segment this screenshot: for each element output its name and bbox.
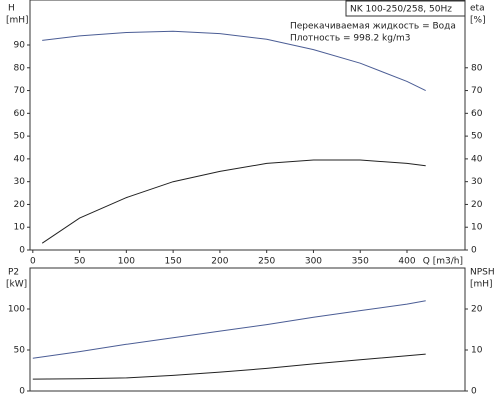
- x-tick-label: 0: [30, 257, 36, 267]
- info-box: [345, 0, 466, 17]
- x-tick-label: 350: [352, 257, 369, 267]
- x-tick-label: 400: [398, 257, 415, 267]
- y2-tick-label: 0: [471, 387, 477, 397]
- x-tick-label: 50: [74, 257, 86, 267]
- density-note: Плотность = 998.2 kg/m3: [290, 34, 411, 44]
- y-tick-label: 100: [8, 305, 25, 315]
- x-tick-label: 100: [118, 257, 135, 267]
- y2-tick-label: 10: [471, 223, 483, 233]
- x-tick-label: 250: [258, 257, 275, 267]
- y-tick-label: 70: [14, 86, 26, 96]
- y-tick-label: 60: [14, 109, 26, 119]
- curve: [42, 30, 426, 92]
- curve: [32, 300, 426, 359]
- plot-frame: [29, 267, 466, 392]
- y-axis-label: H: [8, 4, 15, 14]
- y2-tick-label: 40: [471, 154, 483, 164]
- pump-model: NK 100-250/258, 50Hz: [350, 5, 452, 15]
- y-tick-label: 10: [14, 223, 26, 233]
- plot-frame: [29, 0, 466, 251]
- y2-tick-label: 70: [471, 86, 483, 96]
- y2-tick-label: 0: [471, 246, 477, 256]
- y-axis-unit: [mH]: [6, 16, 29, 26]
- curve: [32, 353, 426, 380]
- x-tick-label: 150: [165, 257, 182, 267]
- x-tick-label: 200: [211, 257, 228, 267]
- y2-tick-label: 20: [471, 305, 483, 315]
- y-tick-label: 80: [14, 63, 26, 73]
- y2-tick-label: 80: [471, 63, 483, 73]
- y-axis-unit: [kW]: [6, 280, 27, 290]
- y-tick-label: 0: [19, 246, 25, 256]
- y2-axis-unit: [%]: [470, 16, 486, 26]
- y-axis-label: P2: [8, 268, 19, 278]
- y-tick-label: 30: [14, 177, 26, 187]
- y-tick-label: 50: [14, 346, 26, 356]
- y2-tick-label: 10: [471, 346, 483, 356]
- y2-axis-unit: [mH]: [470, 280, 493, 290]
- y2-axis-label: eta: [470, 4, 485, 14]
- y2-tick-label: 30: [471, 177, 483, 187]
- y2-tick-label: 50: [471, 132, 483, 142]
- y-tick-label: 20: [14, 200, 26, 210]
- y-tick-label: 90: [14, 41, 26, 51]
- curve: [41, 159, 426, 244]
- y2-tick-label: 60: [471, 109, 483, 119]
- x-tick-label: 300: [305, 257, 322, 267]
- x-axis-label: Q [m3/h]: [423, 257, 463, 267]
- y2-tick-label: 20: [471, 200, 483, 210]
- y-tick-label: 40: [14, 154, 26, 164]
- fluid-note: Перекачиваемая жидкость = Вода: [290, 22, 456, 32]
- y-tick-label: 0: [19, 387, 25, 397]
- y2-axis-label: NPSH: [470, 268, 495, 278]
- y-tick-label: 50: [14, 132, 26, 142]
